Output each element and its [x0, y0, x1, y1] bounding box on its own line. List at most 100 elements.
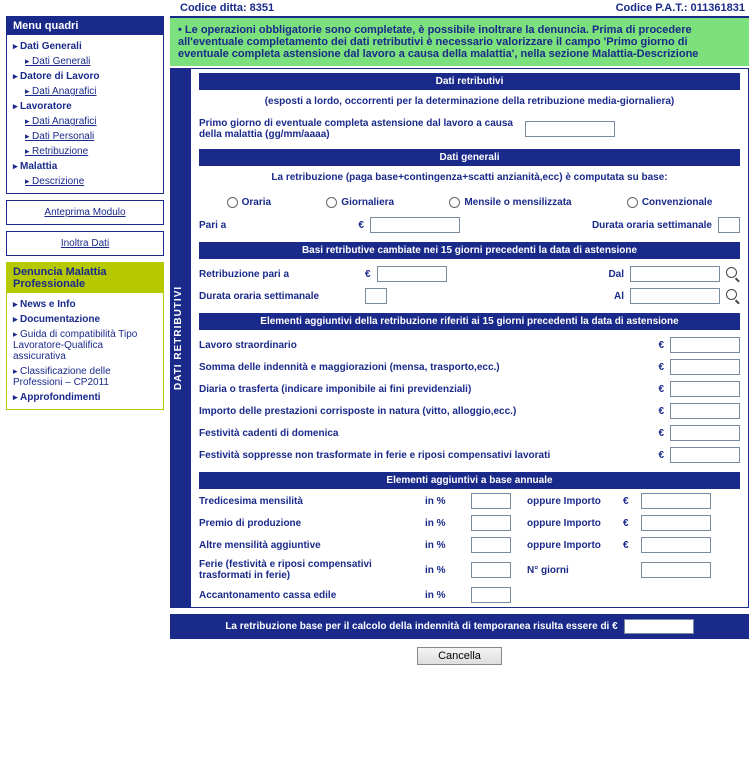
menu-item[interactable]: Lavoratore	[13, 99, 157, 114]
add-label: Festività soppresse non trasformate in f…	[199, 450, 652, 461]
ann-label: Ferie (festività e riposi compensativi t…	[199, 559, 419, 581]
section-basi-cambiate: Basi retributive cambiate nei 15 giorni …	[199, 242, 740, 259]
oppure-label: N° giorni	[527, 565, 617, 576]
menu-item[interactable]: Datore di Lavoro	[13, 69, 157, 84]
info-title: Denuncia Malattia Professionale	[7, 263, 163, 293]
importo-input[interactable]	[641, 537, 711, 553]
radio-icon[interactable]	[627, 197, 638, 208]
add-label: Diaria o trasferta (indicare imponibile …	[199, 384, 652, 395]
pct-input[interactable]	[471, 562, 511, 578]
section-elementi-15gg: Elementi aggiuntivi della retribuzione r…	[199, 313, 740, 330]
add-label: Lavoro straordinario	[199, 340, 652, 351]
in-pct-label: in %	[425, 518, 465, 529]
menu-item[interactable]: Dati Generali	[13, 54, 157, 69]
radio-option[interactable]: Mensile o mensilizzata	[449, 197, 571, 208]
oppure-label: oppure Importo	[527, 496, 617, 507]
section-dati-retributivi: Dati retributivi	[199, 73, 740, 90]
in-pct-label: in %	[425, 590, 465, 601]
euro-symbol: €	[658, 362, 664, 373]
pct-input[interactable]	[471, 493, 511, 509]
menu-item[interactable]: Dati Anagrafici	[13, 114, 157, 129]
add-input[interactable]	[670, 337, 740, 353]
cancella-button[interactable]: Cancella	[417, 647, 502, 665]
radio-icon[interactable]	[449, 197, 460, 208]
add-label: Somma delle indennità e maggiorazioni (m…	[199, 362, 652, 373]
pct-input[interactable]	[471, 515, 511, 531]
menu-item[interactable]: Descrizione	[13, 174, 157, 189]
summary-text: La retribuzione base per il calcolo dell…	[225, 621, 617, 632]
menu-item[interactable]: Retribuzione	[13, 144, 157, 159]
menu-quadri: Menu quadri Dati GeneraliDati GeneraliDa…	[6, 16, 164, 194]
menu-item[interactable]: Dati Anagrafici	[13, 84, 157, 99]
calendar-icon[interactable]	[726, 267, 740, 281]
radio-icon[interactable]	[326, 197, 337, 208]
in-pct-label: in %	[425, 565, 465, 576]
euro-symbol: €	[365, 269, 371, 280]
euro-symbol: €	[658, 340, 664, 351]
radio-option[interactable]: Giornaliera	[326, 197, 394, 208]
primo-giorno-label: Primo giorno di eventuale completa asten…	[199, 118, 519, 140]
menu-item[interactable]: Dati Generali	[13, 39, 157, 54]
euro-symbol: €	[658, 406, 664, 417]
durata-label: Durata oraria settimanale	[592, 220, 712, 231]
radio-option[interactable]: Convenzionale	[627, 197, 713, 208]
add-input[interactable]	[670, 447, 740, 463]
add-input[interactable]	[670, 403, 740, 419]
euro-symbol: €	[658, 428, 664, 439]
inoltra-dati-button[interactable]: Inoltra Dati	[6, 231, 164, 256]
euro-symbol: €	[623, 540, 635, 551]
dal-input[interactable]	[630, 266, 720, 282]
importo-input[interactable]	[641, 515, 711, 531]
menu-title: Menu quadri	[7, 17, 163, 35]
calendar-icon[interactable]	[726, 289, 740, 303]
importo-input[interactable]	[641, 562, 711, 578]
section-dati-generali: Dati generali	[199, 149, 740, 166]
retribuzione-pari-input[interactable]	[377, 266, 447, 282]
info-item[interactable]: Classificazione delle Professioni – CP20…	[13, 364, 157, 390]
in-pct-label: in %	[425, 496, 465, 507]
primo-giorno-input[interactable]	[525, 121, 615, 137]
pct-input[interactable]	[471, 587, 511, 603]
add-label: Festività cadenti di domenica	[199, 428, 652, 439]
info-item[interactable]: Documentazione	[13, 312, 157, 327]
add-input[interactable]	[670, 381, 740, 397]
info-item[interactable]: News e Info	[13, 297, 157, 312]
euro-symbol: €	[658, 450, 664, 461]
notice-banner: Le operazioni obbligatorie sono completa…	[170, 16, 749, 66]
radio-icon[interactable]	[227, 197, 238, 208]
radio-option[interactable]: Oraria	[227, 197, 271, 208]
codice-pat: Codice P.A.T.: 011361831	[616, 2, 745, 14]
importo-input[interactable]	[641, 493, 711, 509]
add-input[interactable]	[670, 425, 740, 441]
retribuzione-pari-label: Retribuzione pari a	[199, 269, 359, 280]
durata-input[interactable]	[718, 217, 740, 233]
info-item[interactable]: Guida di compatibilità Tipo Lavoratore-Q…	[13, 327, 157, 364]
info-item[interactable]: Approfondimenti	[13, 390, 157, 405]
euro-symbol: €	[623, 496, 635, 507]
euro-symbol: €	[623, 518, 635, 529]
dal-label: Dal	[608, 269, 624, 280]
menu-item[interactable]: Dati Personali	[13, 129, 157, 144]
euro-symbol: €	[358, 220, 364, 231]
summary-input[interactable]	[624, 619, 694, 634]
in-pct-label: in %	[425, 540, 465, 551]
side-label: DATI RETRIBUTIVI	[171, 69, 191, 607]
euro-symbol: €	[658, 384, 664, 395]
summary-bar: La retribuzione base per il calcolo dell…	[170, 614, 749, 639]
anteprima-modulo-button[interactable]: Anteprima Modulo	[6, 200, 164, 225]
durata-settimanale-input[interactable]	[365, 288, 387, 304]
al-input[interactable]	[630, 288, 720, 304]
pari-a-input[interactable]	[370, 217, 460, 233]
oppure-label: oppure Importo	[527, 540, 617, 551]
pct-input[interactable]	[471, 537, 511, 553]
ann-label: Accantonamento cassa edile	[199, 590, 419, 601]
pari-a-label: Pari a	[199, 220, 226, 231]
add-input[interactable]	[670, 359, 740, 375]
oppure-label: oppure Importo	[527, 518, 617, 529]
al-label: Al	[614, 291, 624, 302]
section-sub: (esposti a lordo, occorrenti per la dete…	[199, 94, 740, 115]
codice-ditta: Codice ditta: 8351	[180, 2, 274, 14]
menu-item[interactable]: Malattia	[13, 159, 157, 174]
ann-label: Altre mensilità aggiuntive	[199, 540, 419, 551]
section-sub-2: La retribuzione (paga base+contingenza+s…	[199, 170, 740, 191]
